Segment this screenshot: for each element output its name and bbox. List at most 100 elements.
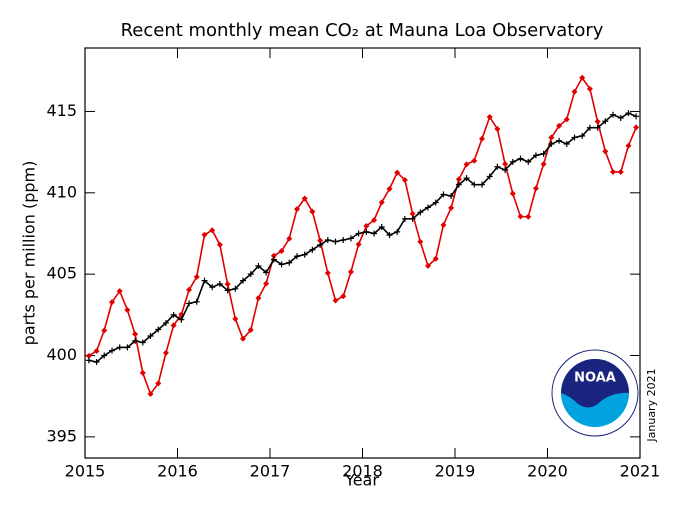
point: [309, 246, 316, 253]
point: [124, 344, 131, 351]
point: [147, 391, 154, 398]
x-tick-label: 2020: [527, 462, 568, 481]
point: [155, 326, 162, 333]
point: [548, 140, 555, 147]
point: [525, 158, 532, 165]
point: [232, 315, 239, 322]
point: [355, 241, 362, 248]
point: [270, 256, 277, 263]
point: [347, 235, 354, 242]
point: [317, 241, 324, 248]
point: [509, 190, 516, 197]
point: [371, 230, 378, 237]
point: [548, 134, 555, 141]
point: [594, 124, 601, 131]
x-tick-label: 2015: [65, 462, 106, 481]
point: [463, 175, 470, 182]
point: [463, 161, 470, 168]
point: [432, 255, 439, 262]
point: [85, 357, 92, 364]
point: [424, 262, 431, 269]
point: [479, 181, 486, 188]
point: [417, 209, 424, 216]
x-tick-label: 2019: [435, 462, 476, 481]
y-tick-label: 400: [46, 345, 77, 364]
logo-top: [561, 359, 629, 408]
point: [494, 126, 501, 133]
point: [571, 134, 578, 141]
point: [132, 337, 139, 344]
point: [247, 271, 254, 278]
point: [109, 347, 116, 354]
x-tick-label: 2018: [342, 462, 383, 481]
point: [178, 316, 185, 323]
point: [556, 137, 563, 144]
point: [617, 168, 624, 175]
point: [193, 273, 200, 280]
point: [540, 161, 547, 168]
point: [209, 284, 216, 291]
point: [270, 252, 277, 259]
point: [401, 176, 408, 183]
point: [340, 236, 347, 243]
point: [155, 380, 162, 387]
point: [294, 206, 301, 213]
point: [324, 236, 331, 243]
point: [602, 118, 609, 125]
x-tick-label: 2016: [157, 462, 198, 481]
point: [278, 248, 285, 255]
point: [309, 208, 316, 215]
point: [455, 176, 462, 183]
series-line: [88, 112, 637, 363]
point: [147, 332, 154, 339]
point: [162, 319, 169, 326]
point: [448, 204, 455, 211]
point: [170, 322, 177, 329]
x-axis-label: Year: [344, 471, 379, 490]
point: [455, 181, 462, 188]
point: [363, 222, 370, 229]
point: [170, 311, 177, 318]
point: [625, 110, 632, 117]
point: [247, 326, 254, 333]
annotation: January 2021: [645, 368, 658, 442]
point: [579, 132, 586, 139]
point: [532, 185, 539, 192]
point: [394, 169, 401, 176]
point: [424, 204, 431, 211]
point: [563, 116, 570, 123]
point: [286, 235, 293, 242]
point: [355, 230, 362, 237]
point: [502, 167, 509, 174]
point: [517, 213, 524, 220]
point: [186, 286, 193, 293]
point: [486, 113, 493, 120]
y-tick-label: 415: [46, 101, 77, 120]
point: [139, 369, 146, 376]
point: [609, 111, 616, 118]
point: [116, 288, 123, 295]
point: [617, 114, 624, 121]
point: [93, 347, 100, 354]
x-tick-label: 2017: [250, 462, 291, 481]
point: [193, 298, 200, 305]
point: [116, 344, 123, 351]
point: [332, 238, 339, 245]
point: [471, 157, 478, 164]
point: [633, 113, 640, 120]
y-tick-label: 410: [46, 182, 77, 201]
point: [278, 261, 285, 268]
point: [363, 228, 370, 235]
point: [332, 297, 339, 304]
point: [540, 150, 547, 157]
point: [294, 253, 301, 260]
point: [109, 299, 116, 306]
point: [633, 124, 640, 131]
point: [625, 142, 632, 149]
point: [255, 295, 262, 302]
point: [409, 210, 416, 217]
point: [494, 163, 501, 170]
point: [224, 281, 231, 288]
y-tick-label: 405: [46, 264, 77, 283]
point: [409, 215, 416, 222]
